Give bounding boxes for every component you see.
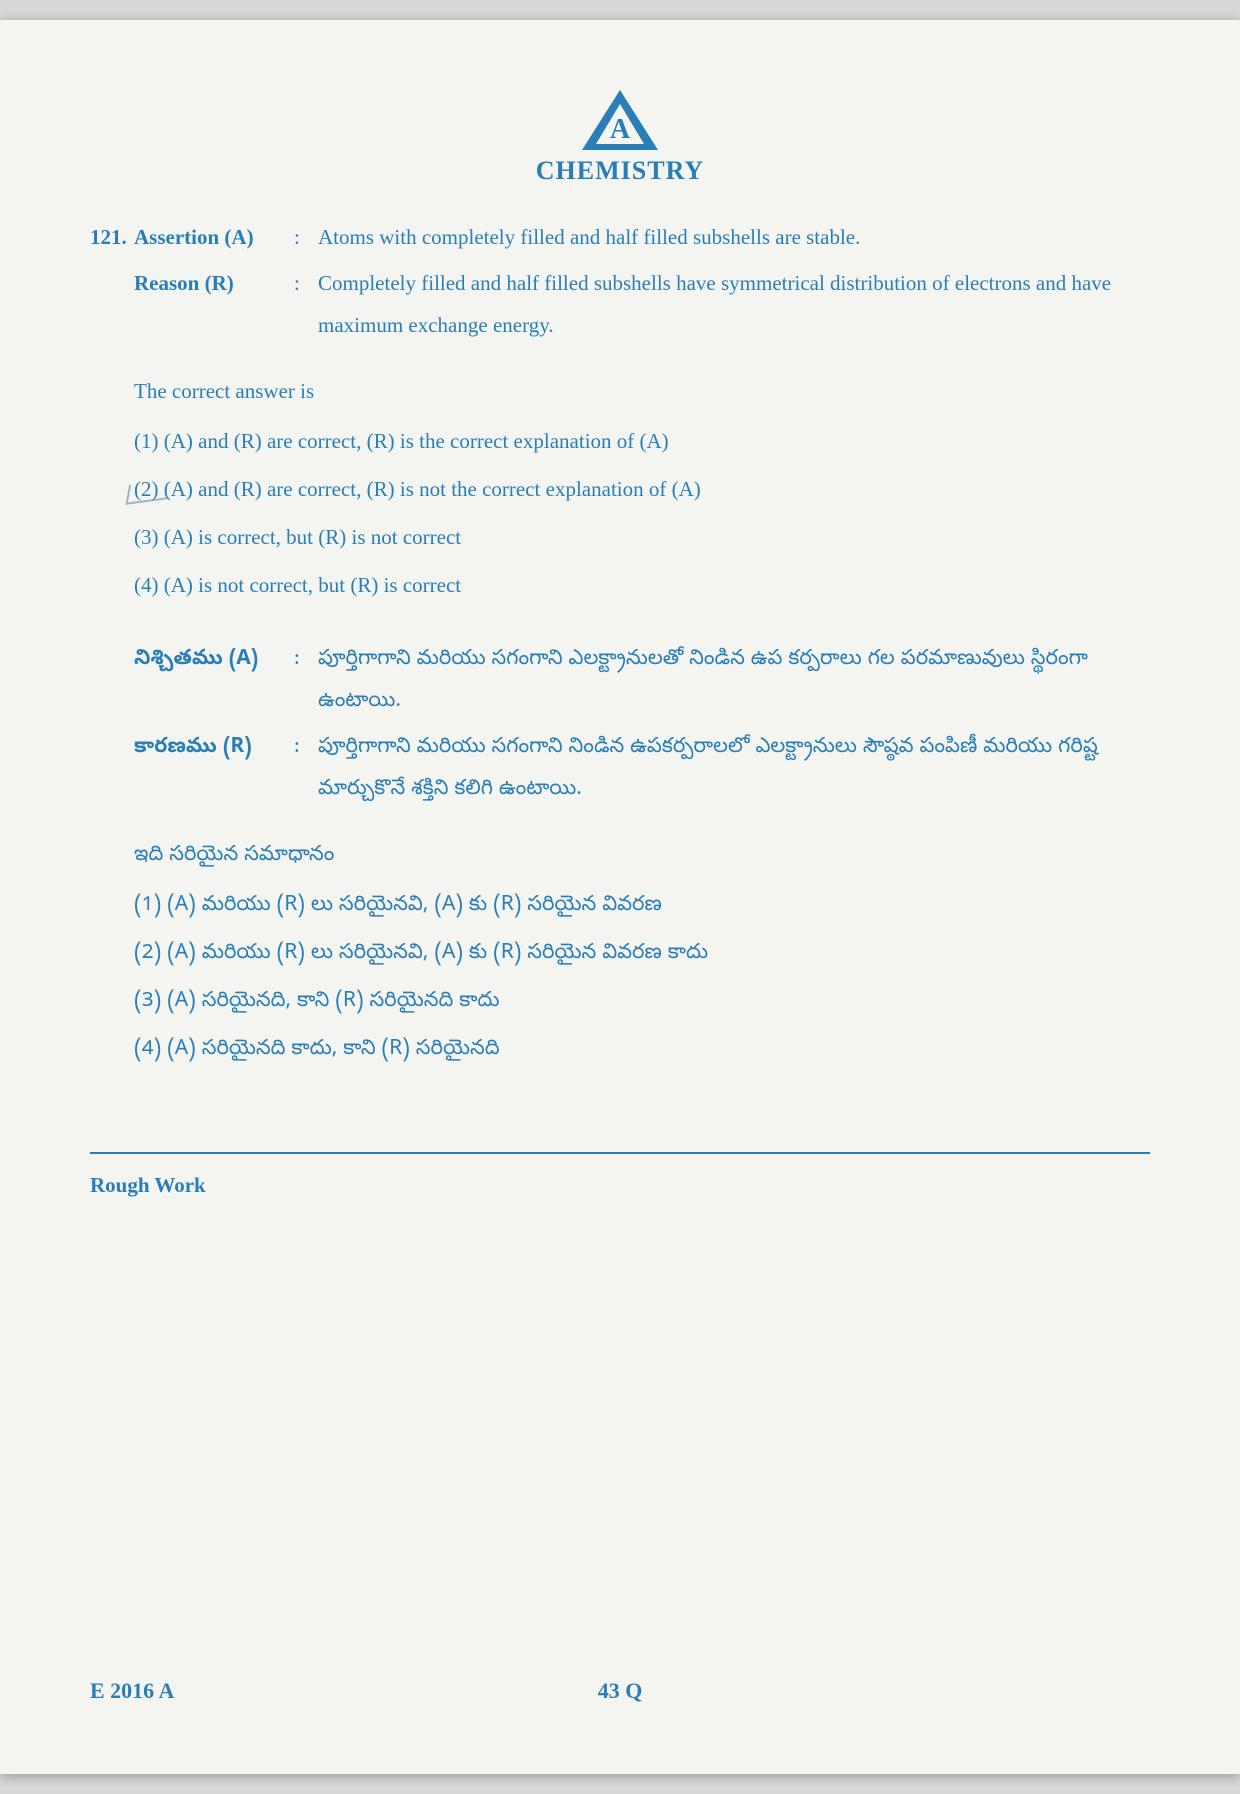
- footer-left: E 2016 A: [90, 1678, 174, 1704]
- option-1: (1) (A) and (R) are correct, (R) is the …: [134, 420, 1150, 462]
- header-logo: A CHEMISTRY: [90, 90, 1150, 186]
- question-block: 121. Assertion (A) : Atoms with complete…: [90, 216, 1150, 1206]
- footer-center: 43 Q: [598, 1678, 643, 1704]
- logo-letter: A: [608, 114, 632, 146]
- telugu-option-1: (1) (A) మరియు (R) లు సరియైనవి, (A) కు (R…: [134, 886, 1150, 928]
- telugu-block: నిశ్చితము (A) : పూర్తిగాగాని మరియు సగంగా…: [90, 640, 1150, 1072]
- exam-page: A CHEMISTRY 121. Assertion (A) : Atoms w…: [0, 20, 1240, 1774]
- reason-label: Reason (R): [134, 262, 294, 346]
- telugu-reason-label: కారణము (R): [134, 728, 294, 812]
- reason-text: Completely filled and half filled subshe…: [318, 262, 1150, 346]
- option-2: (2) (A) and (R) are correct, (R) is not …: [134, 468, 1150, 510]
- option-3: (3) (A) is correct, but (R) is not corre…: [134, 516, 1150, 558]
- telugu-option-4: (4) (A) సరియైనది కాదు, కాని (R) సరియైనది: [134, 1030, 1150, 1072]
- colon: :: [294, 728, 318, 812]
- rough-work-label: Rough Work: [90, 1164, 1150, 1206]
- colon: :: [294, 262, 318, 346]
- answer-prompt: The correct answer is: [134, 370, 1150, 412]
- telugu-assertion-row: నిశ్చితము (A) : పూర్తిగాగాని మరియు సగంగా…: [90, 640, 1150, 724]
- telugu-assertion-text: పూర్తిగాగాని మరియు సగంగాని ఎలక్ట్రానులతో…: [318, 640, 1150, 724]
- telugu-reason-text: పూర్తిగాగాని మరియు సగంగాని నిండిన ఉపకర్ప…: [318, 728, 1150, 812]
- subject-title: CHEMISTRY: [536, 156, 704, 186]
- options-telugu: (1) (A) మరియు (R) లు సరియైనవి, (A) కు (R…: [134, 886, 1150, 1072]
- reason-row: Reason (R) : Completely filled and half …: [90, 262, 1150, 346]
- assertion-row: 121. Assertion (A) : Atoms with complete…: [90, 216, 1150, 258]
- telugu-option-2: (2) (A) మరియు (R) లు సరియైనవి, (A) కు (R…: [134, 934, 1150, 976]
- assertion-text: Atoms with completely filled and half fi…: [318, 216, 1150, 258]
- colon: :: [294, 640, 318, 724]
- colon: :: [294, 216, 318, 258]
- telugu-prompt: ఇది సరియైన సమాధానం: [134, 836, 1150, 878]
- assertion-label: Assertion (A): [134, 216, 294, 258]
- options-english: (1) (A) and (R) are correct, (R) is the …: [134, 420, 1150, 606]
- divider: [90, 1152, 1150, 1154]
- telugu-assertion-label: నిశ్చితము (A): [134, 640, 294, 724]
- telugu-reason-row: కారణము (R) : పూర్తిగాగాని మరియు సగంగాని …: [90, 728, 1150, 812]
- question-number: 121.: [90, 216, 134, 258]
- logo-triangle: A: [582, 90, 658, 150]
- page-footer: E 2016 A 43 Q: [90, 1678, 1150, 1704]
- telugu-option-3: (3) (A) సరియైనది, కాని (R) సరియైనది కాదు: [134, 982, 1150, 1024]
- option-4: (4) (A) is not correct, but (R) is corre…: [134, 564, 1150, 606]
